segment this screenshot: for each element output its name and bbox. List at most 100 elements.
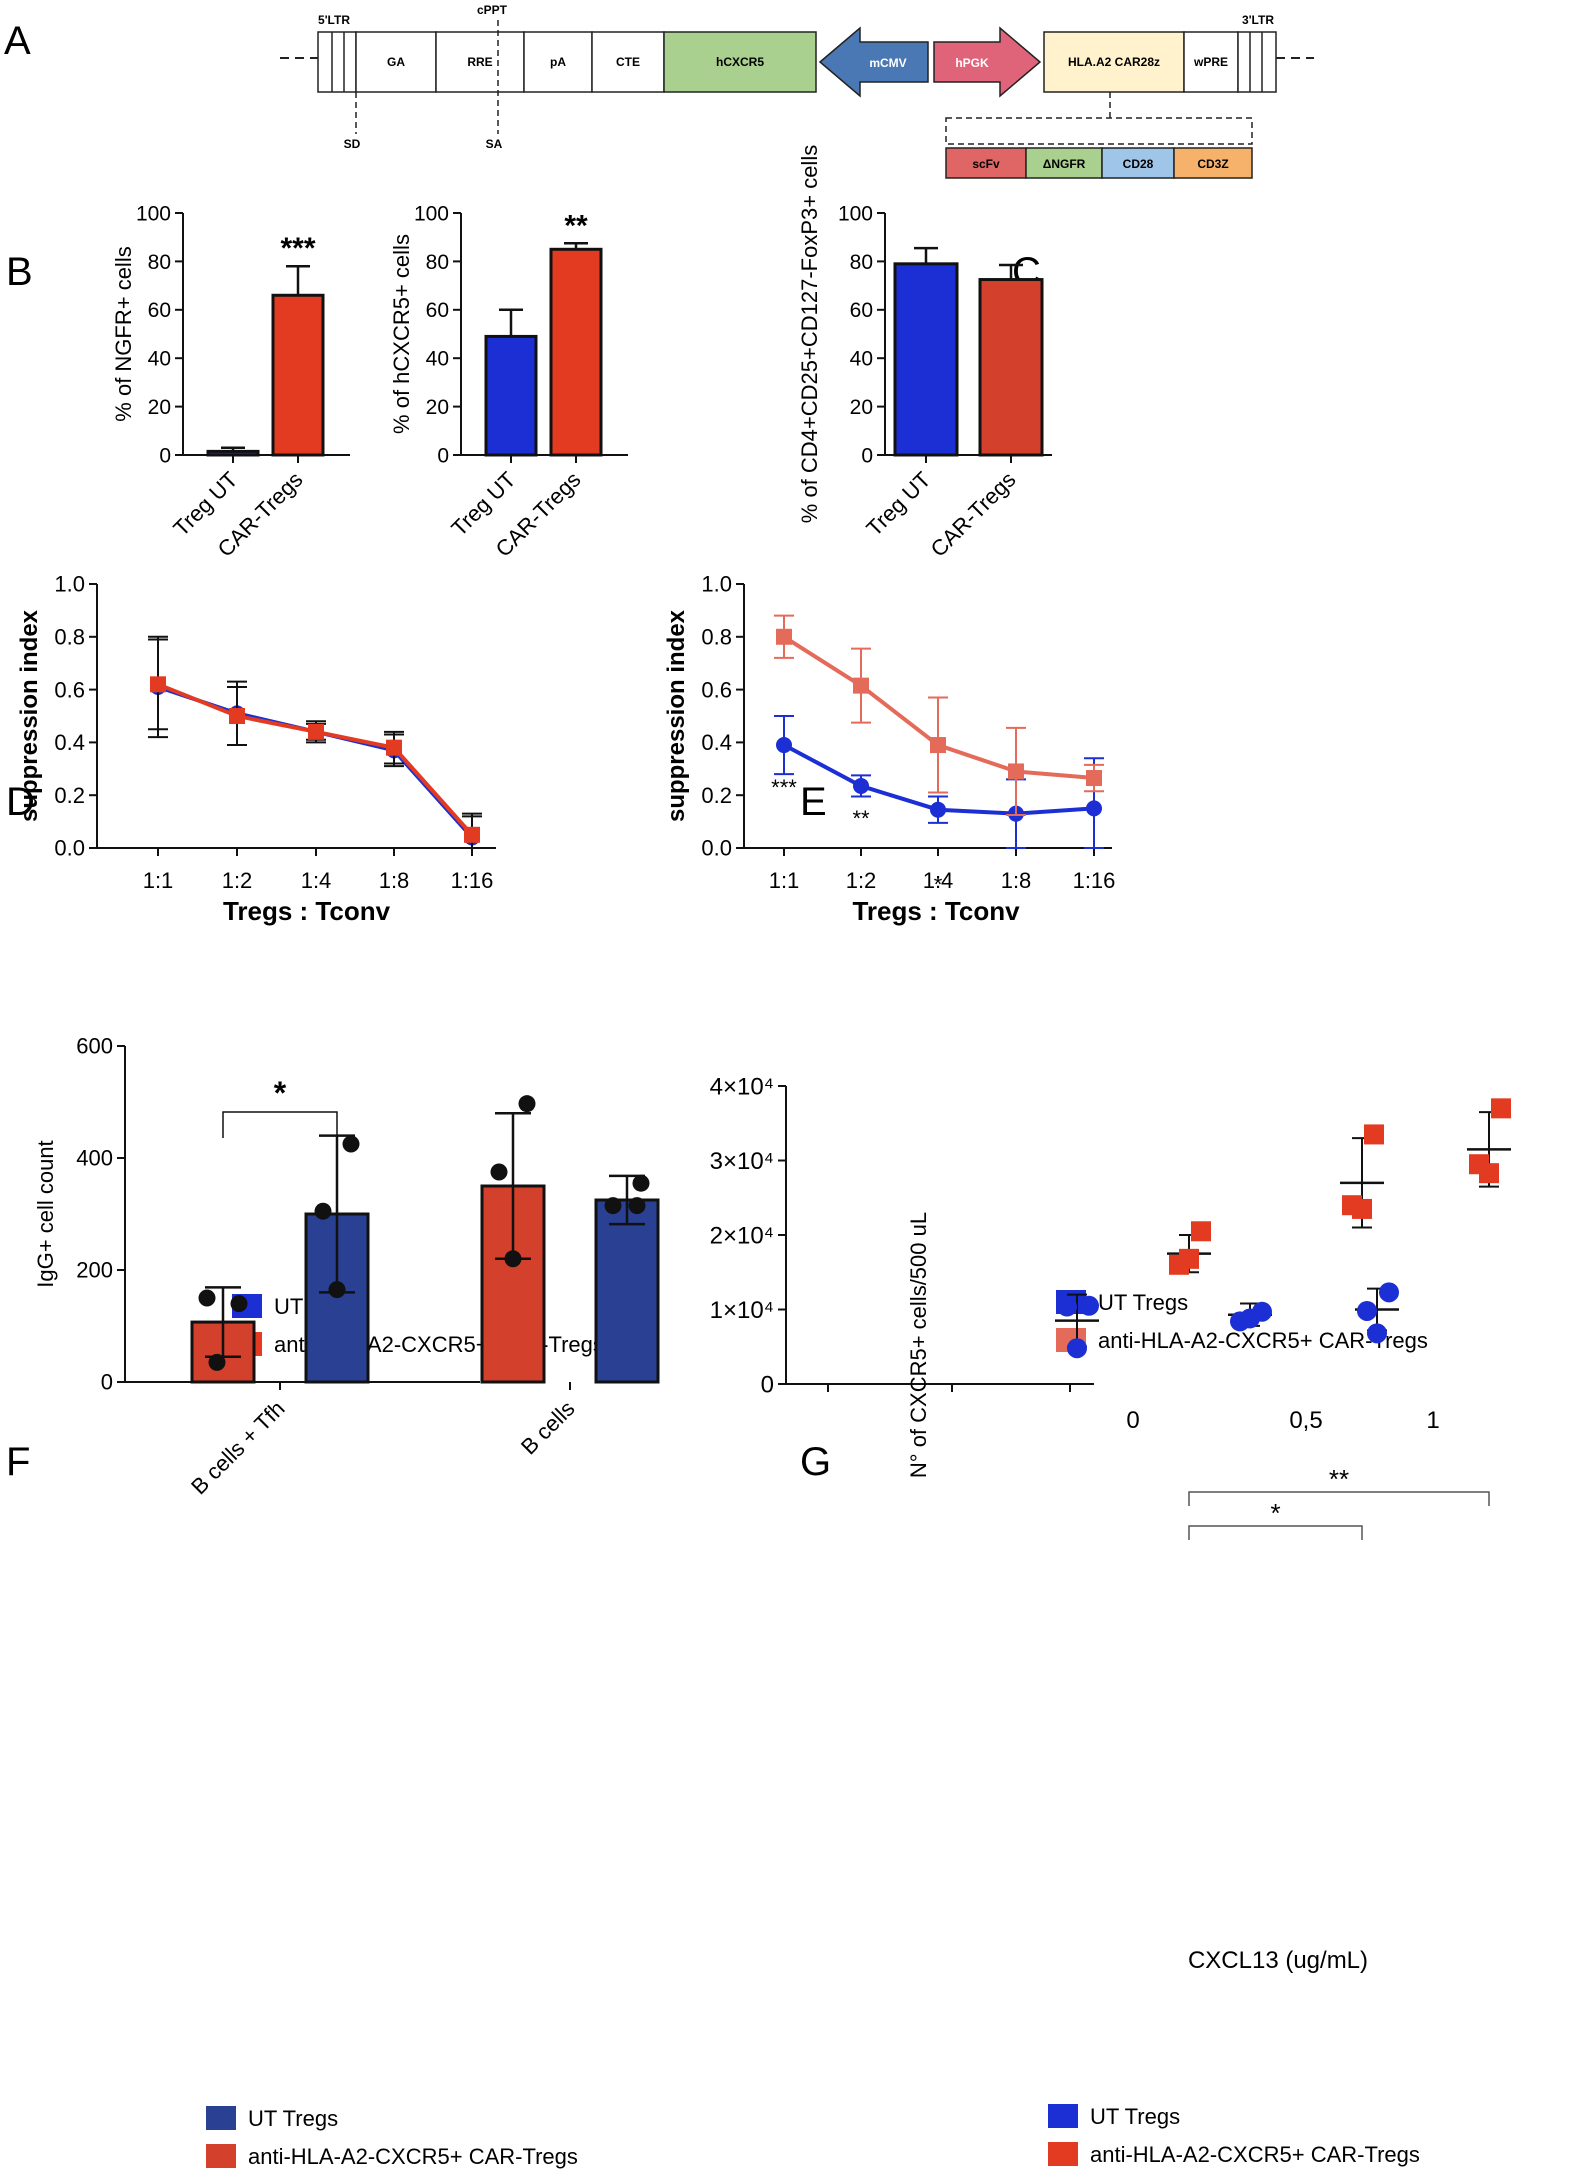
f-bar-1-1 bbox=[594, 1198, 660, 1384]
f-ytick-label: 600 bbox=[76, 1034, 113, 1059]
b2-bar-0 bbox=[484, 334, 538, 457]
g-point bbox=[1057, 1296, 1077, 1317]
g-ytick-label: 0 bbox=[761, 1371, 774, 1398]
g-xtick-label: 0,5 bbox=[1289, 1407, 1322, 1434]
f-xtick-label: B cells bbox=[516, 1396, 579, 1459]
g-point bbox=[1379, 1282, 1399, 1303]
hpgk-label: hPGK bbox=[955, 56, 989, 70]
f-point bbox=[342, 1135, 360, 1153]
b1-ytick-label: 100 bbox=[136, 202, 171, 225]
panel-letter-a: A bbox=[4, 19, 31, 63]
g-point bbox=[1479, 1163, 1499, 1184]
mcmv-arrow bbox=[818, 26, 929, 98]
g-ylabel: N° of CXCR5+ cells/500 uL bbox=[906, 1212, 931, 1478]
d-ytick-label: 0.2 bbox=[54, 783, 85, 808]
car-part-dngfr bbox=[1025, 147, 1103, 179]
f-point bbox=[230, 1295, 248, 1313]
g-significance: ** bbox=[1329, 1464, 1349, 1494]
e-significance: ** bbox=[852, 806, 870, 831]
g-xlabel: CXCL13 (ug/mL) bbox=[1188, 1947, 1368, 1974]
d-ylabel: suppression index bbox=[16, 609, 43, 822]
d-xlabel: Tregs : Tconv bbox=[223, 896, 391, 926]
d-ytick-label: 0.6 bbox=[54, 677, 85, 702]
d-series-line-0 bbox=[157, 685, 474, 839]
segment-pa-label: pA bbox=[550, 55, 566, 69]
c-bar-1 bbox=[978, 278, 1044, 457]
label-cppt: cPPT bbox=[477, 3, 508, 17]
g-xtick-label: 0 bbox=[1126, 1407, 1139, 1434]
b2-ytick-label: 40 bbox=[426, 348, 449, 371]
e-ytick-label: 0.6 bbox=[701, 677, 732, 702]
e-point-1-0 bbox=[776, 628, 792, 645]
d-point-1-2 bbox=[308, 723, 324, 740]
g-ytick-label: 2×10⁴ bbox=[710, 1222, 774, 1249]
car-part-cd3z bbox=[1173, 147, 1253, 179]
segment-hcxcr5 bbox=[663, 31, 817, 93]
b2-bar-1 bbox=[549, 247, 603, 457]
g-point bbox=[1079, 1295, 1099, 1316]
car-part-dngfr-label: ΔNGFR bbox=[1043, 157, 1086, 171]
segment-cte-label: CTE bbox=[616, 55, 640, 69]
d-point-1-0 bbox=[150, 676, 166, 693]
e-point-1-2 bbox=[930, 737, 946, 754]
g-legend-label-0: UT Tregs bbox=[1090, 2104, 1180, 2129]
c-ytick-label: 80 bbox=[850, 251, 873, 274]
segment-rre bbox=[435, 31, 525, 93]
segment-wpre-label: wPRE bbox=[1193, 55, 1228, 69]
g-point bbox=[1191, 1221, 1211, 1242]
e-ytick-label: 0.8 bbox=[701, 625, 732, 650]
g-point bbox=[1179, 1248, 1199, 1269]
car-part-cd28-label: CD28 bbox=[1123, 157, 1154, 171]
f-legend-label-0: UT Tregs bbox=[248, 2106, 338, 2131]
panel-letter-g: G bbox=[800, 1440, 831, 1484]
f-ytick-label: 400 bbox=[76, 1146, 113, 1171]
e-point-0-2 bbox=[930, 801, 946, 818]
f-significance: * bbox=[274, 1075, 287, 1111]
segment-rre-label: RRE bbox=[467, 55, 492, 69]
c-ytick-label: 100 bbox=[838, 202, 873, 225]
label-sa: SA bbox=[486, 137, 503, 151]
b1-ytick-label: 0 bbox=[159, 444, 171, 467]
g-ytick-label: 1×10⁴ bbox=[710, 1297, 774, 1324]
f-ylabel: IgG+ cell count bbox=[33, 1140, 58, 1287]
d-xtick-label: 1:16 bbox=[451, 868, 494, 893]
g-significance: * bbox=[1270, 1498, 1280, 1528]
c-xtick-label: Treg UT bbox=[861, 467, 935, 541]
f-legend-swatch-1 bbox=[206, 2144, 236, 2168]
b1-ytick-label: 80 bbox=[148, 251, 171, 274]
segment-cte bbox=[591, 31, 665, 93]
c-ytick-label: 40 bbox=[850, 348, 873, 371]
hpgk-arrow bbox=[933, 26, 1042, 98]
vector-construct-diagram: 5'LTR GA RRE pA CTE hCXCR5 cPPT SD SA mC… bbox=[280, 3, 1314, 179]
g-point bbox=[1352, 1198, 1372, 1219]
f-legend-label-1: anti-HLA-A2-CXCR5+ CAR-Tregs bbox=[248, 2144, 578, 2169]
f-legend-swatch-0 bbox=[206, 2106, 236, 2130]
g-point bbox=[1491, 1098, 1511, 1119]
d-xtick-label: 1:4 bbox=[301, 868, 332, 893]
label-3ltr: 3'LTR bbox=[1242, 13, 1274, 27]
e-legend-label-0: UT Tregs bbox=[1098, 1290, 1188, 1315]
car-expand-box bbox=[945, 117, 1253, 145]
e-significance: *** bbox=[771, 775, 797, 800]
panel-letter-f: F bbox=[6, 1440, 30, 1484]
c-bar-0 bbox=[893, 262, 959, 457]
c-ytick-label: 0 bbox=[861, 444, 873, 467]
f-point bbox=[504, 1250, 522, 1268]
e-xtick-label: 1:16 bbox=[1073, 868, 1116, 893]
segment-hcxcr5-label: hCXCR5 bbox=[716, 55, 764, 69]
e-point-0-4 bbox=[1086, 800, 1102, 817]
e-point-0-1 bbox=[853, 777, 869, 794]
f-point bbox=[208, 1353, 226, 1371]
label-sd: SD bbox=[344, 137, 361, 151]
g-xtick-label: 1 bbox=[1426, 1407, 1439, 1434]
g-point bbox=[1364, 1124, 1384, 1145]
car-part-cd3z-label: CD3Z bbox=[1197, 157, 1228, 171]
e-ytick-label: 0.4 bbox=[701, 730, 732, 755]
d-point-1-1 bbox=[229, 708, 245, 724]
segment-ga-label: GA bbox=[387, 55, 405, 69]
f-point bbox=[632, 1174, 650, 1192]
f-point bbox=[198, 1289, 216, 1307]
d-xtick-label: 1:1 bbox=[143, 868, 174, 893]
g-ytick-label: 4×10⁴ bbox=[710, 1073, 774, 1100]
